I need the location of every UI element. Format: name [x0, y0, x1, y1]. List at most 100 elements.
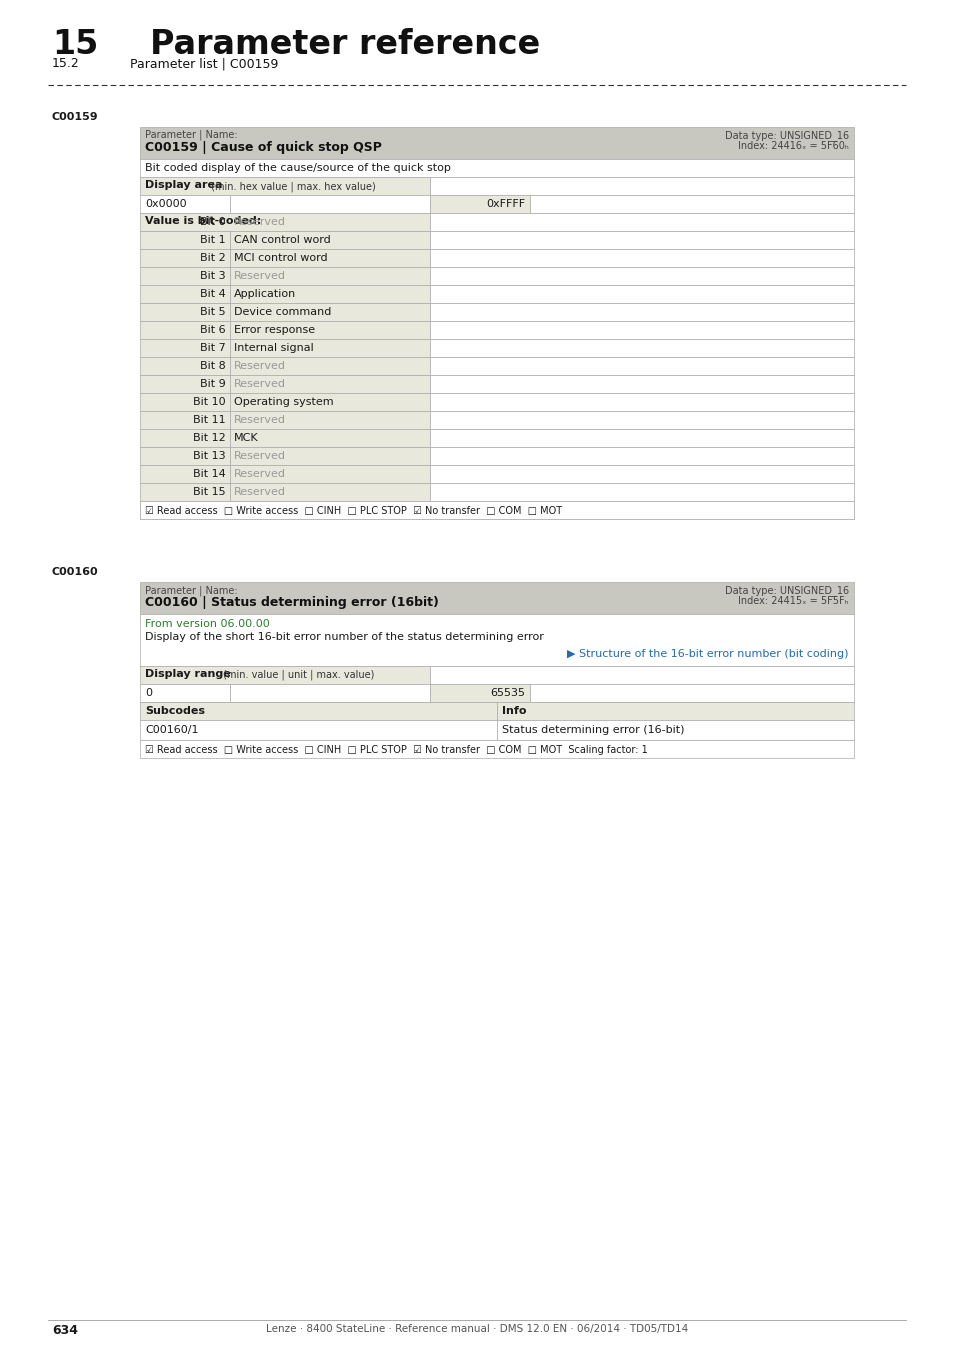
Text: Bit 12: Bit 12 [193, 433, 226, 443]
Bar [140, 393, 230, 410]
Bar [230, 302, 430, 321]
Text: Reserved: Reserved [233, 487, 286, 497]
Text: C00159 | Cause of quick stop QSP: C00159 | Cause of quick stop QSP [145, 140, 381, 154]
Text: Bit 4: Bit 4 [200, 289, 226, 298]
Bar [430, 666, 853, 684]
Bar [430, 464, 853, 483]
Text: (min. value | unit | max. value): (min. value | unit | max. value) [220, 670, 374, 680]
Bar [430, 501, 853, 518]
Bar [230, 410, 430, 429]
Bar [430, 321, 853, 339]
Text: Reserved: Reserved [233, 468, 286, 479]
Bar [230, 248, 430, 267]
Text: Parameter | Name:: Parameter | Name: [145, 130, 237, 140]
Text: Data type: UNSIGNED_16: Data type: UNSIGNED_16 [724, 585, 848, 595]
Text: Bit 11: Bit 11 [193, 414, 226, 425]
Text: Parameter | Name:: Parameter | Name: [145, 585, 237, 595]
Text: Bit 8: Bit 8 [200, 360, 226, 371]
Text: ☑ Read access  □ Write access  □ CINH  □ PLC STOP  ☑ No transfer  □ COM  □ MOT  : ☑ Read access □ Write access □ CINH □ PL… [145, 745, 647, 755]
Text: Display area: Display area [145, 180, 222, 190]
Bar [230, 393, 430, 410]
Bar [497, 702, 853, 720]
Text: C00159: C00159 [52, 112, 98, 122]
Bar [430, 339, 853, 356]
Text: Bit 1: Bit 1 [200, 235, 226, 244]
Bar [140, 339, 230, 356]
Text: 65535: 65535 [490, 688, 524, 698]
Bar [497, 720, 853, 740]
Bar [140, 375, 230, 393]
Bar [430, 447, 853, 464]
Bar [140, 501, 853, 518]
Bar [140, 177, 430, 194]
Text: (min. hex value | max. hex value): (min. hex value | max. hex value) [208, 181, 375, 192]
Text: C00160/1: C00160/1 [145, 725, 198, 734]
Text: C00160 | Status determining error (16bit): C00160 | Status determining error (16bit… [145, 595, 438, 609]
Text: Bit 14: Bit 14 [193, 468, 226, 479]
Text: Display range: Display range [145, 670, 231, 679]
Text: Device command: Device command [233, 306, 331, 317]
Bar [230, 231, 430, 248]
Bar [140, 483, 230, 501]
Text: Reserved: Reserved [233, 451, 286, 460]
Bar [430, 194, 530, 213]
Bar [230, 267, 430, 285]
Bar [430, 248, 853, 267]
Text: ▶ Structure of the 16-bit error number (bit coding): ▶ Structure of the 16-bit error number (… [567, 649, 848, 659]
Text: Reserved: Reserved [233, 379, 286, 389]
Bar [140, 666, 430, 684]
Bar [430, 302, 853, 321]
Bar [140, 248, 230, 267]
Text: Status determining error (16-bit): Status determining error (16-bit) [501, 725, 684, 734]
Bar [140, 464, 230, 483]
Bar [230, 321, 430, 339]
Text: C00160: C00160 [52, 567, 98, 576]
Text: Internal signal: Internal signal [233, 343, 314, 352]
Bar [140, 410, 230, 429]
Text: Operating system: Operating system [233, 397, 334, 406]
Text: Bit coded display of the cause/source of the quick stop: Bit coded display of the cause/source of… [145, 163, 451, 173]
Text: Bit 0: Bit 0 [200, 217, 226, 227]
Bar [140, 267, 230, 285]
Bar [140, 501, 230, 518]
Bar [140, 231, 230, 248]
Bar [140, 302, 230, 321]
Text: Reserved: Reserved [233, 360, 286, 371]
Bar [430, 267, 853, 285]
Bar [140, 702, 497, 720]
Bar [140, 285, 230, 302]
Text: 15: 15 [52, 28, 98, 61]
Text: 15.2: 15.2 [52, 57, 80, 70]
Text: Bit 5: Bit 5 [200, 306, 226, 317]
Bar [430, 285, 853, 302]
Bar [430, 410, 853, 429]
Text: MCK: MCK [233, 433, 258, 443]
Bar [230, 339, 430, 356]
Bar [140, 159, 853, 177]
Text: 0xFFFF: 0xFFFF [485, 198, 524, 209]
Bar [140, 684, 230, 702]
Bar [430, 429, 853, 447]
Bar [430, 356, 853, 375]
Text: Value is bit-coded:: Value is bit-coded: [145, 216, 261, 225]
Text: Subcodes: Subcodes [145, 706, 205, 716]
Text: Info: Info [501, 706, 526, 716]
Bar [430, 213, 853, 231]
Text: Index: 24416ₓ = 5F60ₕ: Index: 24416ₓ = 5F60ₕ [738, 140, 848, 151]
Text: Reserved: Reserved [233, 271, 286, 281]
Text: Reserved: Reserved [233, 414, 286, 425]
Bar [140, 194, 230, 213]
Text: 0: 0 [145, 688, 152, 698]
Bar [140, 447, 230, 464]
Text: Application: Application [233, 289, 296, 298]
Text: ☑ Read access  □ Write access  □ CINH  □ PLC STOP  ☑ No transfer  □ COM  □ MOT: ☑ Read access □ Write access □ CINH □ PL… [145, 506, 561, 516]
Bar [140, 321, 230, 339]
Text: Bit 7: Bit 7 [200, 343, 226, 352]
Text: Lenze · 8400 StateLine · Reference manual · DMS 12.0 EN · 06/2014 · TD05/TD14: Lenze · 8400 StateLine · Reference manua… [266, 1324, 687, 1334]
Text: Parameter list | C00159: Parameter list | C00159 [130, 57, 278, 70]
Bar [230, 429, 430, 447]
Bar [140, 740, 853, 757]
Bar [140, 614, 853, 666]
Bar [430, 684, 530, 702]
Bar [230, 285, 430, 302]
